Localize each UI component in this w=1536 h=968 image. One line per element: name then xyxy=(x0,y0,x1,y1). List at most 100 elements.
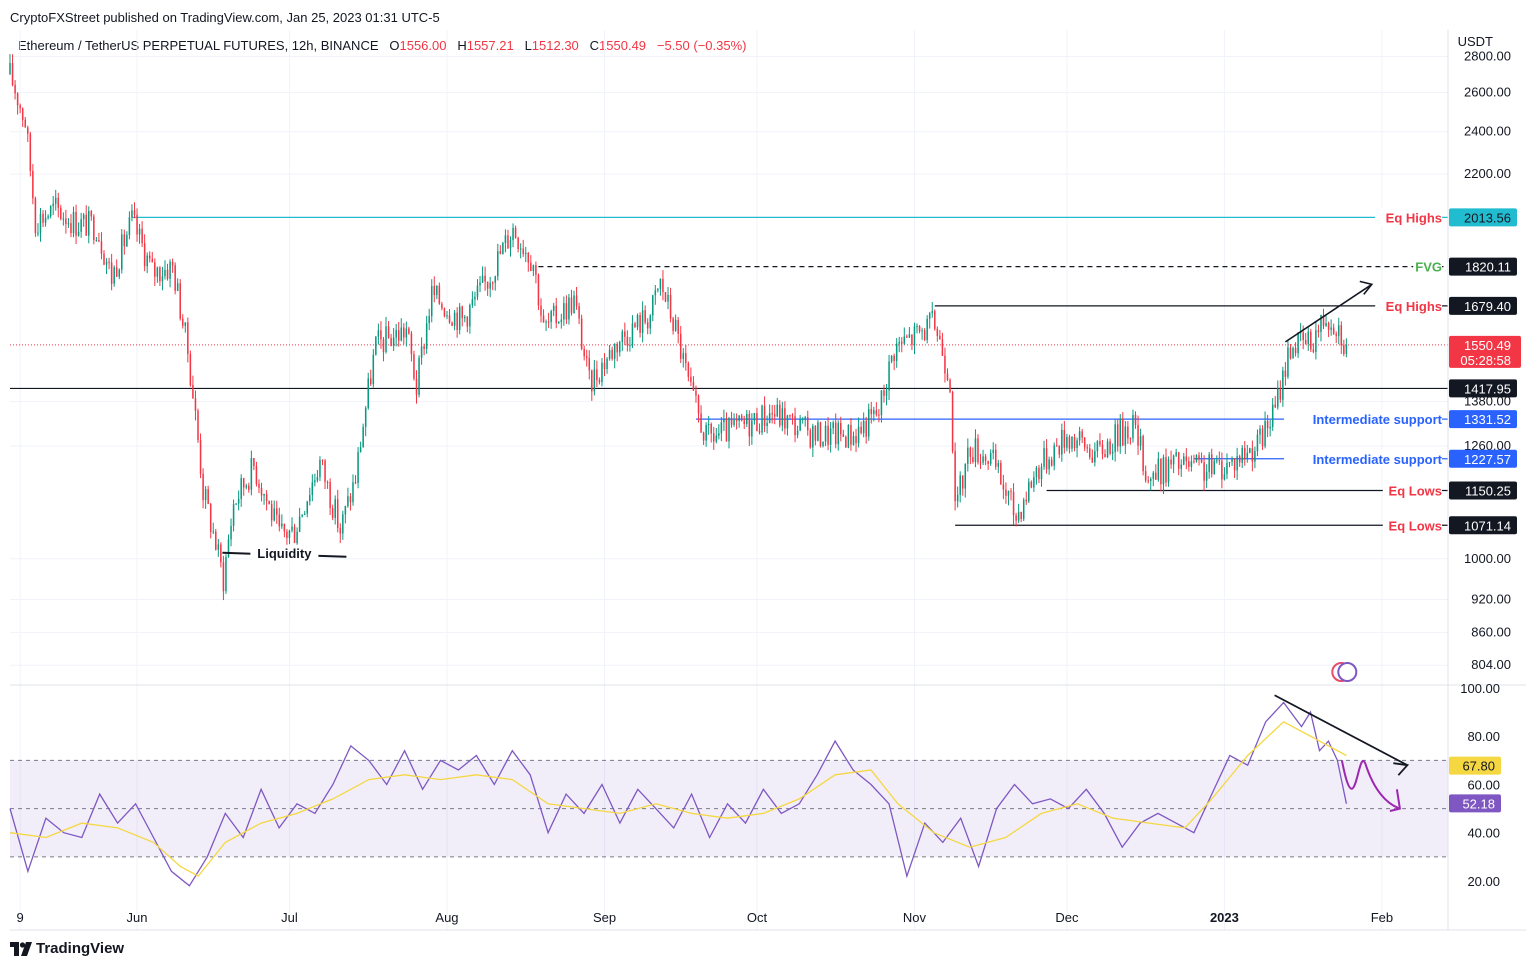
rsi-value-tag xyxy=(1449,756,1501,775)
candle xyxy=(865,416,867,444)
candle-body xyxy=(486,281,489,289)
candle-body xyxy=(62,218,65,220)
candle xyxy=(1200,452,1203,464)
price-tick-label: 2400.00 xyxy=(1464,124,1511,139)
candle-body xyxy=(362,426,364,448)
candle xyxy=(1122,412,1124,447)
candle-body xyxy=(967,447,969,464)
candle xyxy=(156,266,159,283)
candle xyxy=(710,422,712,443)
candle xyxy=(227,534,230,558)
candle-body xyxy=(1335,333,1337,336)
candle xyxy=(105,258,108,275)
high-label: H xyxy=(457,38,467,53)
candle xyxy=(489,276,491,298)
candle-body xyxy=(979,462,982,464)
candle xyxy=(1231,456,1233,466)
candle-body xyxy=(608,349,611,359)
rsi-line xyxy=(9,701,1348,887)
candle xyxy=(1139,428,1142,451)
candle xyxy=(364,406,367,437)
candle-body xyxy=(466,316,469,327)
candle xyxy=(583,345,585,361)
candle xyxy=(1089,443,1091,460)
candle-body xyxy=(801,418,804,420)
candle xyxy=(1091,449,1094,464)
candle-body xyxy=(479,282,481,286)
candle xyxy=(276,500,278,524)
candle-body xyxy=(829,428,832,445)
candle-body xyxy=(916,325,918,327)
candle xyxy=(687,361,690,382)
candle-body xyxy=(237,498,240,504)
candle xyxy=(649,314,652,335)
candle-body xyxy=(1086,447,1088,449)
candle-body xyxy=(438,285,441,304)
rsi-tick-label: 100.00 xyxy=(1460,681,1500,696)
candle-body xyxy=(100,241,103,254)
candle-body xyxy=(179,283,181,319)
candle xyxy=(898,336,900,353)
candle-body xyxy=(491,282,494,284)
rsi-divergence-arrow xyxy=(1274,694,1408,766)
candle xyxy=(1315,321,1317,360)
candle xyxy=(1043,440,1045,470)
candle-body xyxy=(1205,471,1208,481)
candle-body xyxy=(873,410,875,415)
candle xyxy=(217,538,220,557)
candle-body xyxy=(430,285,433,317)
candle xyxy=(1106,438,1109,459)
candle-body xyxy=(1302,332,1304,341)
candle xyxy=(171,258,174,273)
candle-body xyxy=(1162,457,1165,485)
candle xyxy=(324,458,326,490)
candle xyxy=(349,493,352,511)
candle xyxy=(690,367,692,387)
candle-body xyxy=(1147,480,1149,482)
candle-body xyxy=(1175,452,1177,456)
candle-body xyxy=(227,539,230,558)
candle-body xyxy=(220,544,222,563)
candle xyxy=(606,357,608,374)
candle xyxy=(237,490,240,511)
candle xyxy=(316,469,319,483)
candle xyxy=(685,345,687,371)
candle xyxy=(215,528,217,551)
candle xyxy=(14,80,16,100)
price-tick-label: 920.00 xyxy=(1471,591,1511,606)
candle xyxy=(672,316,674,335)
candle xyxy=(1066,433,1068,452)
candle xyxy=(1332,323,1335,336)
candle xyxy=(522,239,524,257)
candle xyxy=(39,208,42,242)
candle xyxy=(652,294,654,322)
candle-body xyxy=(1279,388,1282,400)
candle-body xyxy=(687,363,690,377)
candle-body xyxy=(1337,325,1340,336)
candle-body xyxy=(545,321,547,323)
symbol-title[interactable]: Ethereum / TetherUS PERPETUAL FUTURES, 1… xyxy=(18,38,379,53)
candle-body xyxy=(779,404,781,426)
candle-body xyxy=(245,485,248,488)
candle-body xyxy=(682,353,685,359)
candle-body xyxy=(1315,330,1317,352)
candle-body xyxy=(766,422,768,426)
candle-body xyxy=(631,323,634,346)
candle xyxy=(387,320,390,339)
candle-body xyxy=(283,523,286,532)
candle xyxy=(796,425,799,439)
candle xyxy=(1165,448,1167,487)
candle xyxy=(1114,419,1116,462)
candle-body xyxy=(804,417,806,419)
candle xyxy=(1226,453,1228,480)
candle xyxy=(329,478,331,516)
candle-body xyxy=(547,321,550,323)
candle xyxy=(911,334,913,351)
candle xyxy=(507,229,509,249)
candle-body xyxy=(1249,448,1251,453)
footer-brand[interactable]: TradingView xyxy=(10,940,124,957)
candle xyxy=(352,474,354,506)
candle xyxy=(1094,442,1096,467)
candle-body xyxy=(644,310,646,323)
